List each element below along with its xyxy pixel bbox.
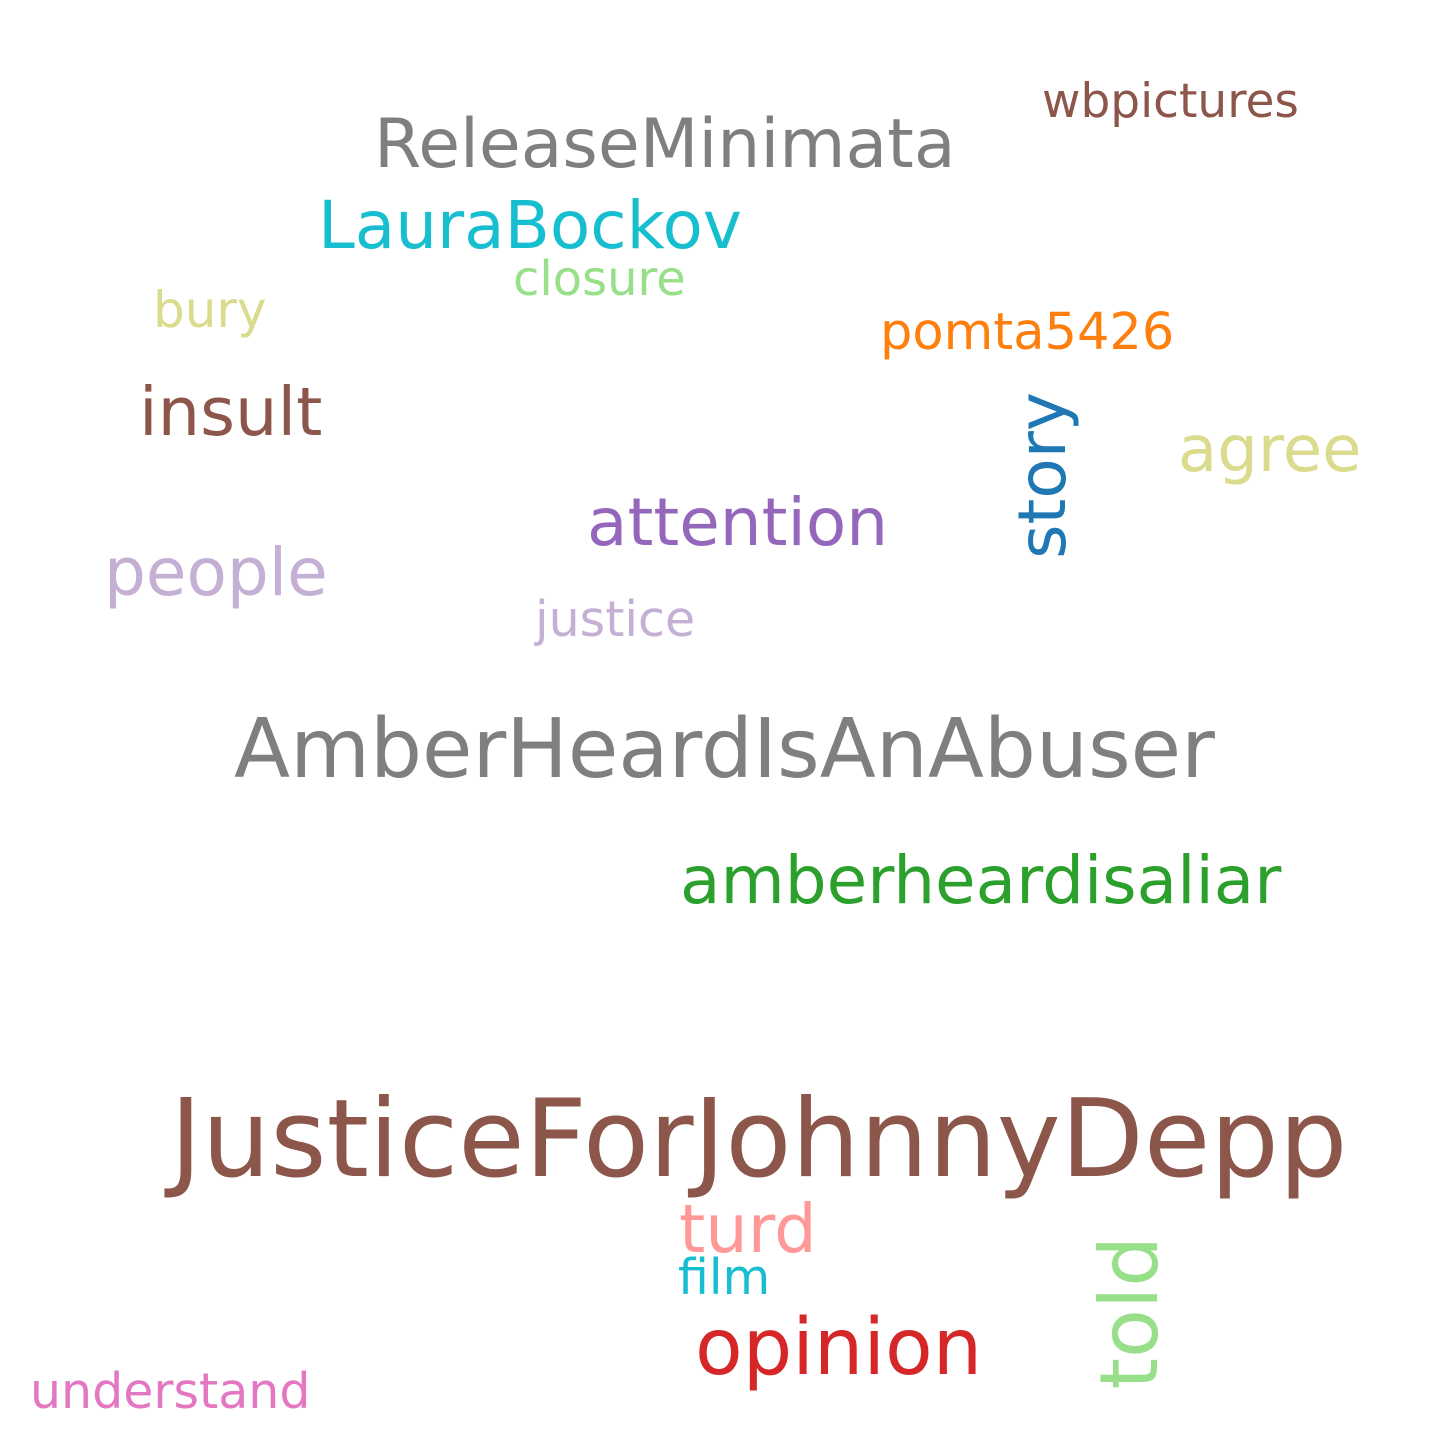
word-laurabockov: LauraBockov (318, 187, 742, 264)
word-wbpictures: wbpictures (1042, 74, 1299, 129)
word-understand: understand (30, 1363, 311, 1420)
word-justiceforjohnnydepp: JusticeForJohnnyDepp (170, 1077, 1348, 1202)
word-film: film (678, 1249, 771, 1306)
word-attention: attention (587, 484, 889, 561)
word-told: told (1083, 1236, 1176, 1390)
word-amberheardisaliar: amberheardisaliar (680, 842, 1282, 919)
word-people: people (104, 534, 328, 611)
word-pomta5426: pomta5426 (880, 303, 1175, 362)
word-story: story (1004, 392, 1081, 559)
word-agree: agree (1178, 413, 1362, 487)
word-amberheardisanabuser: AmberHeardIsAnAbuser (234, 702, 1215, 797)
word-releaseminimata: ReleaseMinimata (374, 105, 956, 184)
word-turd: turd (679, 1190, 817, 1268)
word-insult: insult (139, 373, 323, 451)
word-opinion: opinion (695, 1303, 983, 1393)
word-bury: bury (153, 281, 267, 339)
word-closure: closure (513, 251, 686, 307)
word-justice: justice (535, 591, 696, 648)
